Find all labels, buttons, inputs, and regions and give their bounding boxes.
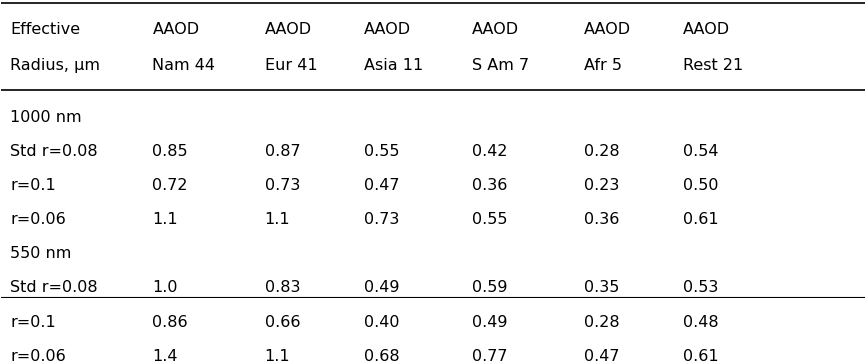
Text: r=0.1: r=0.1 <box>10 178 55 193</box>
Text: 0.55: 0.55 <box>472 212 507 227</box>
Text: 1.1: 1.1 <box>152 212 178 227</box>
Text: 550 nm: 550 nm <box>10 246 71 261</box>
Text: 0.50: 0.50 <box>683 178 719 193</box>
Text: 0.87: 0.87 <box>265 144 301 159</box>
Text: Effective: Effective <box>10 22 81 37</box>
Text: 0.54: 0.54 <box>683 144 719 159</box>
Text: 0.49: 0.49 <box>364 281 399 295</box>
Text: 0.36: 0.36 <box>472 178 507 193</box>
Text: 0.49: 0.49 <box>472 315 507 329</box>
Text: 1.4: 1.4 <box>152 349 178 362</box>
Text: 0.23: 0.23 <box>584 178 619 193</box>
Text: 0.83: 0.83 <box>265 281 301 295</box>
Text: Asia 11: Asia 11 <box>364 58 423 73</box>
Text: 0.73: 0.73 <box>265 178 300 193</box>
Text: 0.48: 0.48 <box>683 315 719 329</box>
Text: Nam 44: Nam 44 <box>152 58 216 73</box>
Text: r=0.1: r=0.1 <box>10 315 55 329</box>
Text: 1.1: 1.1 <box>265 212 290 227</box>
Text: Rest 21: Rest 21 <box>683 58 744 73</box>
Text: r=0.06: r=0.06 <box>10 212 66 227</box>
Text: AAOD: AAOD <box>364 22 411 37</box>
Text: Radius, μm: Radius, μm <box>10 58 100 73</box>
Text: 0.35: 0.35 <box>584 281 619 295</box>
Text: 0.61: 0.61 <box>683 212 719 227</box>
Text: Std r=0.08: Std r=0.08 <box>10 144 98 159</box>
Text: 0.40: 0.40 <box>364 315 399 329</box>
Text: 0.61: 0.61 <box>683 349 719 362</box>
Text: 0.28: 0.28 <box>584 315 620 329</box>
Text: 0.42: 0.42 <box>472 144 507 159</box>
Text: AAOD: AAOD <box>152 22 199 37</box>
Text: Std r=0.08: Std r=0.08 <box>10 281 98 295</box>
Text: S Am 7: S Am 7 <box>472 58 529 73</box>
Text: 0.28: 0.28 <box>584 144 620 159</box>
Text: AAOD: AAOD <box>584 22 631 37</box>
Text: 0.68: 0.68 <box>364 349 399 362</box>
Text: 0.47: 0.47 <box>584 349 619 362</box>
Text: 0.73: 0.73 <box>364 212 399 227</box>
Text: AAOD: AAOD <box>265 22 312 37</box>
Text: AAOD: AAOD <box>683 22 730 37</box>
Text: 0.36: 0.36 <box>584 212 619 227</box>
Text: AAOD: AAOD <box>472 22 519 37</box>
Text: 0.85: 0.85 <box>152 144 188 159</box>
Text: 0.47: 0.47 <box>364 178 399 193</box>
Text: 0.59: 0.59 <box>472 281 507 295</box>
Text: 0.55: 0.55 <box>364 144 399 159</box>
Text: Eur 41: Eur 41 <box>265 58 317 73</box>
Text: Afr 5: Afr 5 <box>584 58 622 73</box>
Text: 1.0: 1.0 <box>152 281 178 295</box>
Text: r=0.06: r=0.06 <box>10 349 66 362</box>
Text: 1.1: 1.1 <box>265 349 290 362</box>
Text: 0.72: 0.72 <box>152 178 188 193</box>
Text: 1000 nm: 1000 nm <box>10 110 81 125</box>
Text: 0.86: 0.86 <box>152 315 188 329</box>
Text: 0.66: 0.66 <box>265 315 301 329</box>
Text: 0.77: 0.77 <box>472 349 507 362</box>
Text: 0.53: 0.53 <box>683 281 719 295</box>
